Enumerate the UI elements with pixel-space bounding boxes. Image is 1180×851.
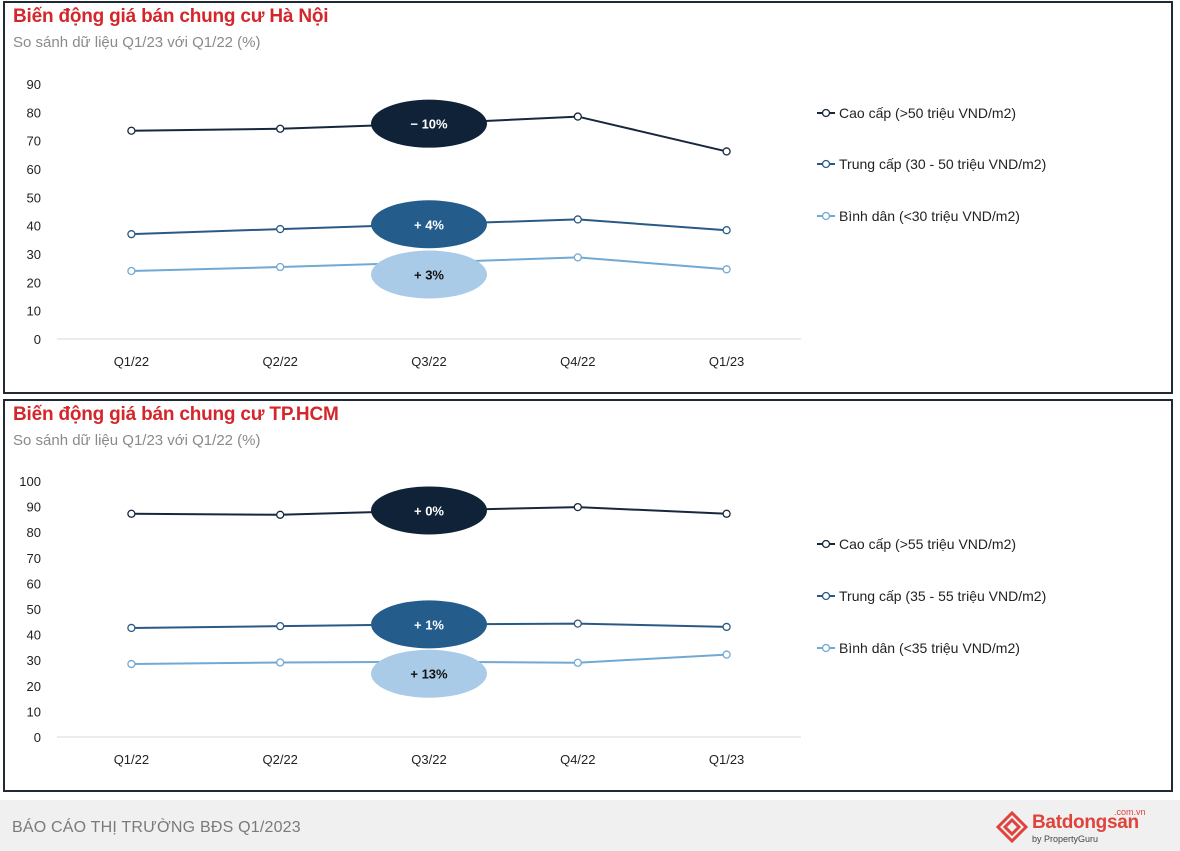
data-point (127, 126, 136, 135)
y-tick-label: 40 (27, 628, 41, 643)
legend-marker (821, 643, 831, 653)
data-point (276, 658, 285, 667)
data-point (573, 502, 582, 512)
change-label: − 10% (410, 117, 448, 132)
y-tick-label: 30 (27, 653, 41, 668)
brand-sub: by PropertyGuru (1032, 834, 1099, 844)
legend-label: Bình dân (<30 triệu VND/m2) (839, 208, 1020, 224)
chart-subtitle: So sánh dữ liệu Q1/23 với Q1/22 (%) (13, 432, 261, 449)
change-bubble (371, 486, 487, 535)
y-tick-label: 0 (34, 332, 41, 347)
legend-label: Trung cấp (30 - 50 triệu VND/m2) (839, 156, 1046, 172)
legend-label: Cao cấp (>55 triệu VND/m2) (839, 536, 1016, 552)
change-bubble (371, 250, 487, 299)
legend-marker (821, 108, 831, 118)
line-chart-hanoi: 90 80 70 60 50 40 30 20 10 0 Q1/22 Q2/22 Q3/22 Q4/22 Q… (27, 77, 1047, 369)
y-tick-label: 60 (27, 576, 41, 591)
x-tick-label: Q2/22 (262, 354, 297, 369)
change-label: + 0% (414, 503, 444, 518)
data-point (127, 659, 136, 669)
data-point (276, 622, 285, 631)
chart-title: Biến động giá bán chung cư Hà Nội (13, 6, 329, 27)
data-point (722, 622, 731, 632)
legend-marker (821, 539, 831, 549)
data-point (722, 226, 731, 235)
y-tick-label: 60 (27, 162, 41, 177)
x-tick-label: Q4/22 (560, 354, 595, 369)
x-tick-label: Q4/22 (560, 752, 595, 767)
data-point (276, 224, 285, 234)
data-point (276, 262, 285, 272)
x-tick-label: Q2/22 (262, 752, 297, 767)
legend-marker (821, 159, 831, 169)
y-tick-label: 10 (27, 704, 41, 719)
chart-title: Biến động giá bán chung cư TP.HCM (13, 404, 339, 425)
y-tick-label: 70 (27, 551, 41, 566)
y-tick-label: 50 (27, 190, 41, 205)
data-point (573, 253, 582, 262)
y-tick-label: 10 (27, 304, 41, 319)
chart-panel-hanoi: Biến động giá bán chung cư Hà Nội So sán… (3, 1, 1173, 394)
x-tick-label: Q3/22 (411, 354, 446, 369)
change-bubble (371, 649, 487, 698)
chart-subtitle: So sánh dữ liệu Q1/23 với Q1/22 (%) (13, 34, 261, 51)
data-point (127, 230, 136, 239)
data-point (573, 215, 582, 224)
change-bubble (371, 600, 487, 649)
data-point (722, 509, 731, 518)
y-tick-label: 50 (27, 602, 41, 617)
data-point (573, 112, 582, 121)
data-point (127, 266, 136, 276)
data-point (722, 265, 731, 274)
data-point (127, 509, 136, 518)
data-point (722, 147, 731, 156)
y-tick-label: 90 (27, 77, 41, 92)
footer-bar: BÁO CÁO THỊ TRƯỜNG BĐS Q1/2023 Batdongsa… (0, 800, 1180, 851)
x-tick-label: Q3/22 (411, 752, 446, 767)
data-point (127, 623, 136, 633)
chart-panel-hcm: Biến động giá bán chung cư TP.HCM So sán… (3, 399, 1173, 792)
house-logo-icon (996, 811, 1028, 843)
y-tick-label: 0 (34, 730, 41, 745)
x-tick-label: Q1/22 (114, 354, 149, 369)
y-tick-label: 20 (27, 275, 41, 290)
y-tick-label: 20 (27, 679, 41, 694)
legend-label: Cao cấp (>50 triệu VND/m2) (839, 105, 1016, 121)
legend-marker (821, 591, 831, 601)
data-point (276, 510, 285, 519)
y-tick-label: 70 (27, 134, 41, 149)
brand-domain: .com.vn (1114, 807, 1146, 817)
change-bubble (371, 99, 487, 148)
y-tick-label: 40 (27, 219, 41, 234)
data-point (573, 658, 582, 667)
y-tick-label: 90 (27, 500, 41, 515)
y-tick-label: 80 (27, 525, 41, 540)
report-title: BÁO CÁO THỊ TRƯỜNG BĐS Q1/2023 (12, 819, 301, 836)
y-tick-label: 30 (27, 247, 41, 262)
change-label: + 3% (414, 268, 444, 283)
data-point (573, 619, 582, 628)
x-tick-label: Q1/23 (709, 354, 744, 369)
legend-marker (821, 211, 831, 221)
change-label: + 13% (410, 667, 448, 682)
brand-logo: Batdongsan .com.vn by PropertyGuru (996, 807, 1146, 845)
change-label: + 4% (414, 217, 444, 232)
x-tick-label: Q1/23 (709, 752, 744, 767)
change-label: + 1% (414, 617, 444, 632)
y-tick-label: 80 (27, 105, 41, 120)
x-tick-label: Q1/22 (114, 752, 149, 767)
legend-label: Bình dân (<35 triệu VND/m2) (839, 640, 1020, 656)
brand-name: Batdongsan (1032, 812, 1139, 833)
data-point (722, 650, 731, 659)
change-bubble (371, 200, 487, 249)
y-tick-label: 100 (19, 474, 41, 489)
legend-label: Trung cấp (35 - 55 triệu VND/m2) (839, 588, 1046, 604)
data-point (276, 124, 285, 133)
